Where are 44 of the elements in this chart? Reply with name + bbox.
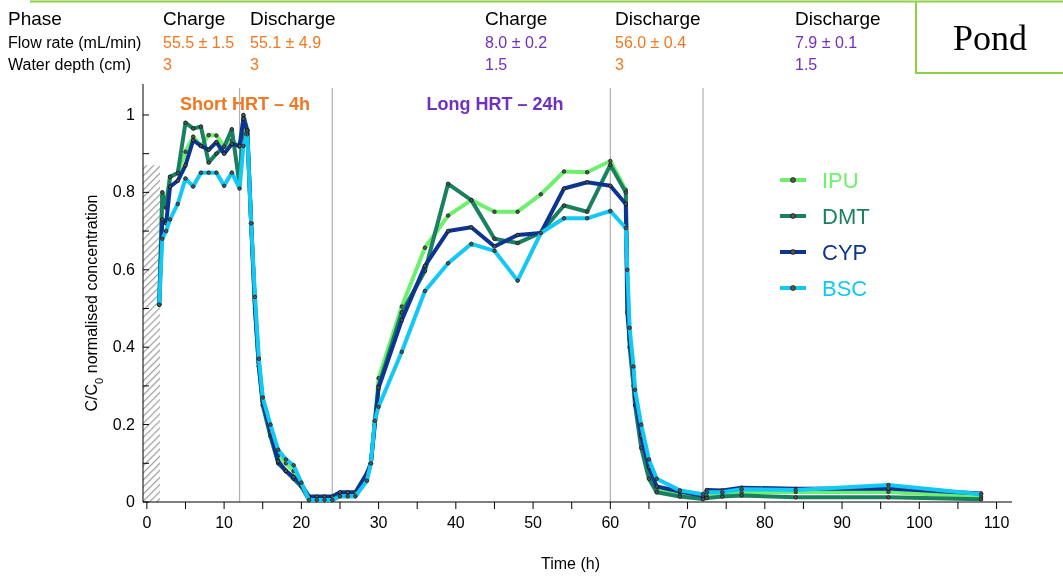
legend-label: BSC (822, 276, 868, 301)
x-tick-label: 20 (292, 514, 311, 531)
y-tick-label: 0 (126, 493, 136, 510)
legend-label: CYP (822, 240, 868, 265)
x-tick-label: 0 (142, 514, 152, 531)
y-tick-label: 0.2 (112, 415, 136, 433)
x-axis-title: Time (h) (541, 555, 600, 572)
x-tick-label: 10 (215, 514, 234, 531)
x-tick-label: 40 (446, 514, 465, 531)
text: Discharge (250, 8, 336, 29)
y-tick-label: 0.4 (112, 338, 136, 356)
x-tick-label: 110 (983, 514, 1010, 531)
x-tick-label: 90 (833, 514, 852, 531)
text: Water depth (cm) (8, 56, 131, 73)
text: Flow rate (mL/min) (8, 34, 142, 51)
text: 3 (615, 56, 624, 73)
y-tick-label: 0.8 (112, 183, 136, 201)
x-tick-label: 80 (755, 514, 774, 531)
text: 7.9 ± 0.1 (795, 34, 858, 51)
y-tick-label: 0.6 (112, 260, 136, 278)
text: 3 (250, 56, 259, 73)
annotation: Long HRT – 24h (426, 94, 564, 114)
x-tick-label: 70 (678, 514, 697, 531)
x-tick-label: 30 (369, 514, 388, 531)
legend-label: IPU (822, 168, 859, 193)
text: 8.0 ± 0.2 (485, 34, 548, 51)
text: Pond (952, 18, 1028, 58)
text: Discharge (615, 8, 701, 29)
x-tick-label: 60 (601, 514, 620, 531)
text: Phase (8, 8, 62, 29)
x-tick-label: 100 (905, 514, 933, 531)
text: 1.5 (485, 56, 508, 73)
annotation: Short HRT – 4h (179, 94, 311, 114)
legend-label: DMT (822, 204, 870, 229)
text: 3 (163, 56, 172, 73)
text: 55.5 ± 1.5 (163, 34, 235, 51)
text: Charge (163, 8, 226, 29)
text: 55.1 ± 4.9 (250, 34, 322, 51)
x-tick-label: 50 (524, 514, 543, 531)
text: 56.0 ± 0.4 (615, 34, 687, 51)
text: Discharge (795, 8, 881, 29)
text: 1.5 (795, 56, 818, 73)
y-tick-label: 1 (126, 105, 136, 123)
text: Charge (485, 8, 548, 29)
